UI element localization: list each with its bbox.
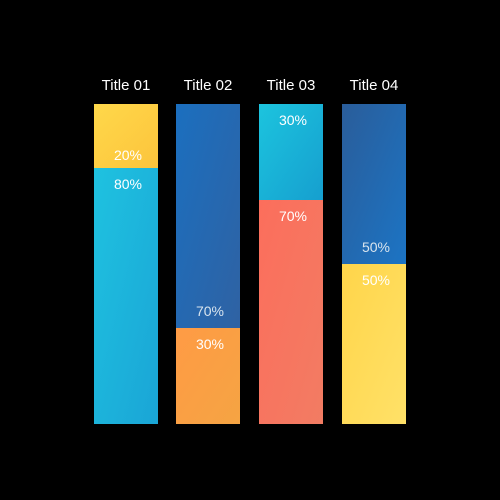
segment-label: 30% — [196, 336, 224, 352]
bar-column-4: Title 04 50% 50% — [342, 77, 406, 424]
column-title: Title 02 — [184, 77, 233, 94]
bar-segment — [259, 104, 323, 200]
segment-label: 70% — [196, 303, 224, 319]
bar-segment — [94, 104, 158, 168]
segment-label: 30% — [279, 112, 307, 128]
bar-column-2: Title 02 70% 30% — [176, 77, 240, 424]
bar-segment — [342, 264, 406, 424]
bar-segment — [94, 168, 158, 424]
bar-segment — [176, 104, 240, 328]
column-title: Title 01 — [102, 77, 151, 94]
column-title: Title 03 — [267, 77, 316, 94]
bar-segment — [259, 200, 323, 424]
bar-segment — [176, 328, 240, 424]
bar-column-3: Title 03 30% 70% — [259, 77, 323, 424]
segment-label: 50% — [362, 272, 390, 288]
segment-label: 50% — [362, 239, 390, 255]
segment-label: 80% — [114, 176, 142, 192]
column-title: Title 04 — [350, 77, 399, 94]
bar-segment — [342, 104, 406, 264]
segment-label: 70% — [279, 208, 307, 224]
segment-label: 20% — [114, 147, 142, 163]
bar-column-1: Title 01 20% 80% — [94, 77, 158, 424]
bars-layer: Title 01 20% 80% Title 02 70% 30% Title 03 30% 7… — [94, 77, 406, 424]
